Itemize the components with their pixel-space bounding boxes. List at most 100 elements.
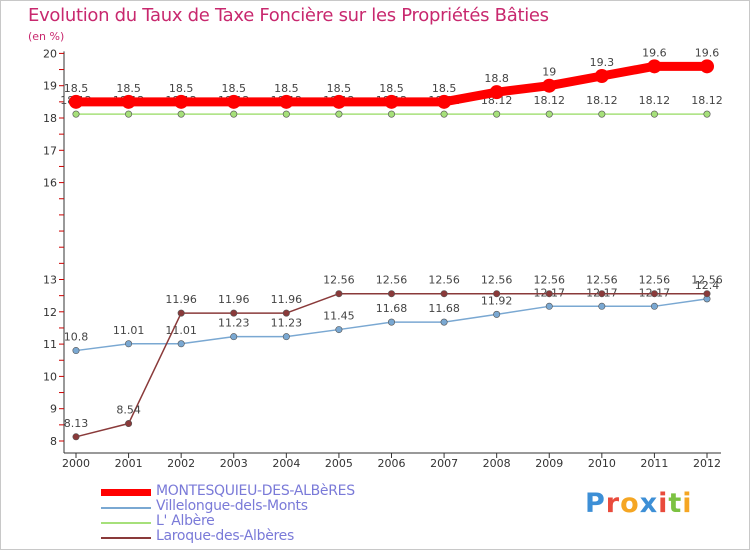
data-label: 18.5 <box>432 82 457 95</box>
data-point <box>174 94 189 109</box>
data-label: 12.56 <box>586 274 618 287</box>
data-label: 18.12 <box>586 94 618 107</box>
y-tick-label: 17 <box>43 144 57 157</box>
legend-label-villelongue: Villelongue-dels-Monts <box>156 498 308 514</box>
y-tick-label: 12 <box>43 306 57 319</box>
data-label: 12.56 <box>639 274 671 287</box>
data-label: 11.45 <box>323 310 355 323</box>
data-label: 18.5 <box>222 82 247 95</box>
data-label: 8.54 <box>116 404 141 417</box>
data-label: 12.56 <box>428 274 460 287</box>
data-point <box>493 310 501 318</box>
data-point <box>177 110 185 118</box>
data-point <box>598 302 606 310</box>
data-point <box>230 110 238 118</box>
data-point <box>125 110 133 118</box>
y-tick-label: 20 <box>43 47 57 60</box>
data-point <box>72 347 80 355</box>
data-point <box>437 94 452 109</box>
data-label: 11.23 <box>271 317 303 330</box>
x-tick-label: 2005 <box>325 457 353 470</box>
legend-label-albere: L' Albère <box>156 513 215 529</box>
data-point <box>440 290 448 298</box>
data-point <box>542 78 557 93</box>
data-point <box>598 110 606 118</box>
data-point <box>647 59 662 74</box>
y-unit-label: (en %) <box>28 30 65 43</box>
brand-letter: i <box>658 488 669 519</box>
data-point <box>230 333 238 341</box>
data-label: 19 <box>542 66 556 79</box>
data-point <box>650 302 658 310</box>
x-tick-label: 2007 <box>430 457 458 470</box>
data-label: 8.13 <box>64 417 89 430</box>
brand-letter: i <box>682 488 693 519</box>
legend: MONTESQUIEU-DES-ALBèRES Villelongue-dels… <box>101 483 421 546</box>
data-point <box>440 110 448 118</box>
series-montesquieu: 18.5 18.5 18.5 18.5 18.5 18.5 18.5 18.5 18.8 19 19… <box>64 46 719 109</box>
data-point <box>440 318 448 326</box>
data-point <box>703 110 711 118</box>
data-label: 11.96 <box>218 293 250 306</box>
legend-item-montesquieu: MONTESQUIEU-DES-ALBèRES <box>101 483 421 501</box>
brand-letter: P <box>585 488 606 519</box>
x-tick-label: 2004 <box>272 457 300 470</box>
data-point <box>230 309 238 317</box>
data-point <box>493 290 501 298</box>
x-tick-label: 2012 <box>693 457 721 470</box>
x-tick-label: 2006 <box>378 457 406 470</box>
legend-item-villelongue: Villelongue-dels-Monts <box>101 498 421 516</box>
data-label: 12.56 <box>691 274 723 287</box>
data-point <box>335 290 343 298</box>
data-label: 11.96 <box>165 293 197 306</box>
x-tick-label: 2001 <box>115 457 143 470</box>
data-label: 12.56 <box>534 274 566 287</box>
y-tick-label: 16 <box>43 177 57 190</box>
data-point <box>545 302 553 310</box>
data-point <box>650 110 658 118</box>
data-point <box>650 290 658 298</box>
data-point <box>387 110 395 118</box>
legend-item-albere: L' Albère <box>101 513 421 531</box>
data-label: 18.5 <box>379 82 404 95</box>
legend-swatch-villelongue <box>101 507 151 509</box>
data-point <box>598 290 606 298</box>
data-label: 12.56 <box>376 274 408 287</box>
data-point <box>331 94 346 109</box>
y-tick-label: 8 <box>50 435 57 448</box>
data-point <box>700 59 714 74</box>
data-label: 11.23 <box>218 317 250 330</box>
data-point <box>384 94 399 109</box>
legend-swatch-laroque <box>101 537 151 539</box>
data-point <box>177 340 185 348</box>
y-tick-label: 10 <box>43 370 57 383</box>
data-label: 19.3 <box>590 56 615 69</box>
data-label: 18.5 <box>116 82 141 95</box>
data-point <box>545 110 553 118</box>
data-point <box>493 110 501 118</box>
data-label: 18.5 <box>274 82 299 95</box>
legend-label-montesquieu: MONTESQUIEU-DES-ALBèRES <box>156 483 355 499</box>
legend-swatch-montesquieu <box>101 489 151 496</box>
data-point <box>279 94 294 109</box>
data-point <box>387 290 395 298</box>
axes: 8 9 10 11 12 13 16 17 18 19 20 2000 2001 2002 2003 2004… <box>43 47 721 470</box>
x-tick-label: 2000 <box>62 457 90 470</box>
x-tick-label: 2011 <box>640 457 668 470</box>
y-tick-label: 19 <box>43 80 57 93</box>
data-point <box>177 309 185 317</box>
brand-logo: Proxiti <box>585 488 693 519</box>
x-tick-label: 2002 <box>167 457 195 470</box>
series-line-laroque <box>75 292 708 438</box>
data-label: 11.92 <box>481 294 513 307</box>
data-point <box>121 94 136 109</box>
series-layer: 18.1218.1218.1218.1218.1218.1218.1218.12… <box>60 46 723 441</box>
data-label: 18.5 <box>169 82 194 95</box>
data-point <box>489 85 504 100</box>
data-label: 19.6 <box>642 46 667 59</box>
data-point <box>335 110 343 118</box>
data-label: 11.01 <box>113 324 145 337</box>
